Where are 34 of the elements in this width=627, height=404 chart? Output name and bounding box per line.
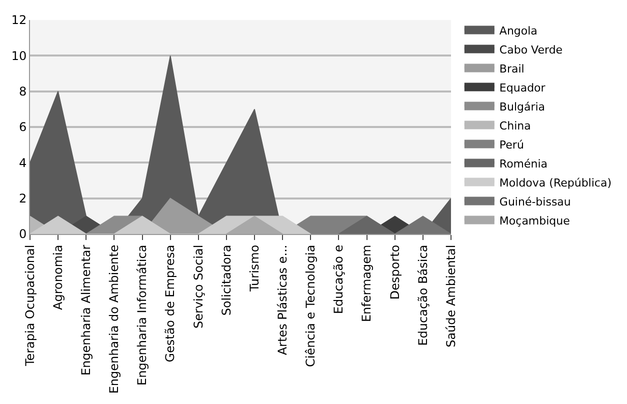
- y-tick-label: 10: [11, 48, 27, 63]
- x-tick-label: Engenharia Alimentar: [79, 244, 94, 376]
- x-tick-label: Turismo: [247, 244, 262, 292]
- x-tick-label: Gestão de Empresa: [163, 244, 178, 362]
- x-tick-label: Enfermagem: [360, 244, 374, 322]
- x-tick-label: Desporto: [388, 244, 402, 300]
- legend-label: Bulgária: [499, 100, 546, 114]
- y-tick-label: 2: [18, 192, 27, 206]
- legend-label: Roménia: [499, 158, 548, 171]
- y-tick-label: 6: [18, 120, 27, 134]
- x-tick-label: Ciência e Tecnologia: [304, 244, 318, 368]
- x-tick-label: Educação Básica: [416, 244, 430, 346]
- y-tick-label: 0: [18, 227, 27, 242]
- x-tick-label: Terapia Ocupacional: [22, 244, 37, 368]
- y-tick-label: 12: [11, 13, 27, 28]
- legend-label: Angola: [499, 24, 538, 38]
- legend-label: Guiné-bissau: [499, 196, 571, 209]
- x-tick-label: Agronomia: [50, 244, 65, 310]
- legend-label: Moçambique: [499, 214, 570, 228]
- x-tick-label: Educação e: [332, 244, 346, 314]
- legend-label: China: [499, 120, 531, 133]
- x-tick-label: Engenharia Informática: [135, 244, 150, 386]
- legend-label: Cabo Verde: [499, 44, 563, 57]
- legend-label: Equador: [499, 82, 546, 95]
- y-tick-label: 8: [18, 84, 27, 99]
- x-tick-label: Engenharia do Ambiente: [107, 244, 122, 394]
- x-tick-label: Serviço Social: [191, 244, 206, 329]
- x-tick-label: Saúde Ambiental: [444, 244, 458, 348]
- legend-label: Brail: [499, 62, 524, 76]
- y-tick-label: 4: [18, 156, 27, 170]
- x-tick-label: Artes Plásticas e...: [276, 244, 290, 356]
- x-tick-label: Solicitadora: [219, 244, 234, 316]
- legend-label: Perú: [499, 138, 524, 152]
- legend-label: Moldova (República): [499, 176, 612, 190]
